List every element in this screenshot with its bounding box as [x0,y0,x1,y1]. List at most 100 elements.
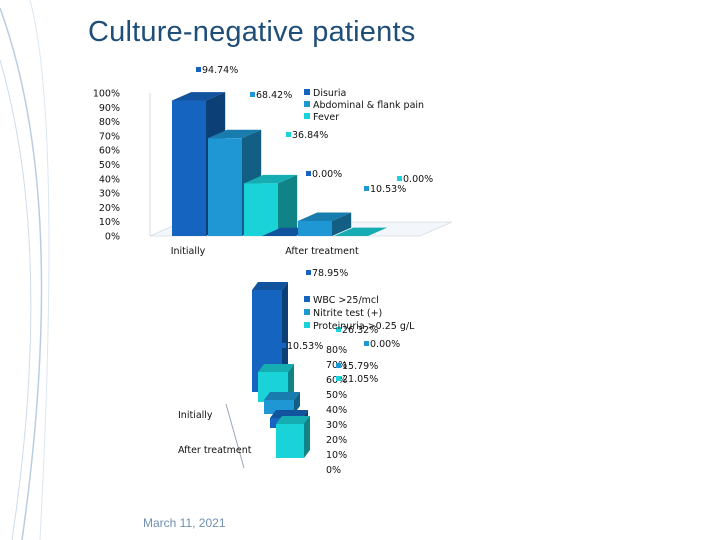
data-label: 10.53% [370,184,406,195]
bar-top [244,174,298,184]
data-label-s2-c1: 26.32% [336,325,378,336]
data-label-s2-c1: 0.00% [397,174,433,185]
legend-swatch [304,309,310,315]
bar-top [276,416,310,424]
data-label-s0-c1: 0.00% [306,169,342,180]
data-label-s1-c0: 15.79% [336,361,378,372]
bar-front [208,138,242,236]
data-label-s2-c0: 21.05% [336,374,378,385]
chart1-categories: Initially After treatment [171,246,359,257]
category-label: Initially [178,410,213,421]
chart1-data-labels: 94.74% 0.00% 68.42% 10.53% 36.84% 0.00% [196,65,433,195]
data-label: 0.00% [370,339,400,350]
label-marker [336,327,341,332]
label-marker [250,92,255,97]
chart2-categories: Initially After treatment [178,410,252,456]
data-label-s0-c0: 94.74% [196,65,238,76]
data-label: 68.42% [256,90,292,101]
y-tick-label: 10% [99,217,120,228]
data-label-s1-c1: 10.53% [364,184,406,195]
category-label: After treatment [178,445,252,456]
y-tick-label: 20% [326,435,347,446]
label-marker [286,132,291,137]
label-marker [364,341,369,346]
y-tick-label: 80% [99,117,120,128]
bar-top [334,227,388,236]
y-tick-label: 60% [99,146,120,157]
y-tick-label: 40% [326,405,347,416]
bar-top [298,212,352,221]
legend-label: Fever [313,112,339,123]
bar-fever-0 [244,174,298,236]
data-label-s2-c0: 36.84% [286,130,328,141]
chart2-data-labels: 78.95% 10.53% 15.79% 0.00% 21.05% 26.32% [281,268,400,385]
label-marker [306,171,311,176]
y-tick-label: 50% [326,390,347,401]
label-marker [306,270,311,275]
bar-front [298,220,332,236]
legend-label: Abdominal & flank pain [313,100,424,111]
y-tick-label: 80% [326,345,347,356]
bar-4 [276,416,310,458]
data-label: 15.79% [342,361,378,372]
label-marker [336,363,341,368]
bar-abdominal-flank-pain-1 [298,212,352,236]
label-marker [336,376,341,381]
bar-front [244,183,278,236]
legend-swatch [304,101,310,107]
y-tick-label: 50% [99,160,120,171]
label-marker [196,67,201,72]
legend-label: Proteinuria >0.25 g/L [313,321,415,332]
y-tick-label: 30% [326,420,347,431]
data-label: 78.95% [312,268,348,279]
y-tick-label: 30% [99,189,120,200]
label-marker [397,176,402,181]
data-label: 94.74% [202,65,238,76]
slide-date: March 11, 2021 [143,516,226,530]
slide-decoration [0,0,50,540]
y-tick-label: 90% [99,103,120,114]
category-label: After treatment [285,246,359,257]
bar-front [276,424,304,458]
bar-side [304,416,310,458]
legend-swatch [304,89,310,95]
data-label: 26.32% [342,325,378,336]
label-marker [281,343,286,348]
data-label-s0-c1: 10.53% [281,341,323,352]
category-label: Initially [171,246,206,257]
data-label: 0.00% [312,169,342,180]
slide-title: Culture-negative patients [88,16,416,48]
axis-line [225,403,245,469]
y-tick-label: 70% [99,131,120,142]
data-label-s0-c0: 78.95% [306,268,348,279]
legend-swatch [304,322,310,328]
label-marker [364,186,369,191]
bar-fever-1 [334,227,388,236]
bar-top [208,129,262,139]
legend-swatch [304,296,310,302]
data-label-s1-c0: 68.42% [250,90,292,101]
data-label-s1-c1: 0.00% [364,339,400,350]
legend-label: WBC >25/mcl [313,295,379,306]
data-label: 10.53% [287,341,323,352]
chart1-y-axis: 100% 90% 80% 70% 60% 50% 40% 30% 20% 10% 0% [93,89,120,243]
bar-top [264,392,300,400]
data-label: 0.00% [403,174,433,185]
data-label: 21.05% [342,374,378,385]
bar-side [294,392,300,414]
chart2-bars [252,282,310,458]
legend-swatch [304,113,310,119]
legend-label: Nitrite test (+) [313,308,382,319]
bar-top [258,364,294,372]
chart2-legend: WBC >25/mcl Nitrite test (+) Proteinuria >… [304,295,415,332]
bar-top [252,282,288,290]
y-tick-label: 0% [105,232,120,243]
data-label: 36.84% [292,130,328,141]
legend-label: Disuria [313,88,346,99]
chart2-axis-line [225,403,245,469]
bar-side [332,212,352,236]
y-tick-label: 40% [99,174,120,185]
y-tick-label: 20% [99,203,120,214]
